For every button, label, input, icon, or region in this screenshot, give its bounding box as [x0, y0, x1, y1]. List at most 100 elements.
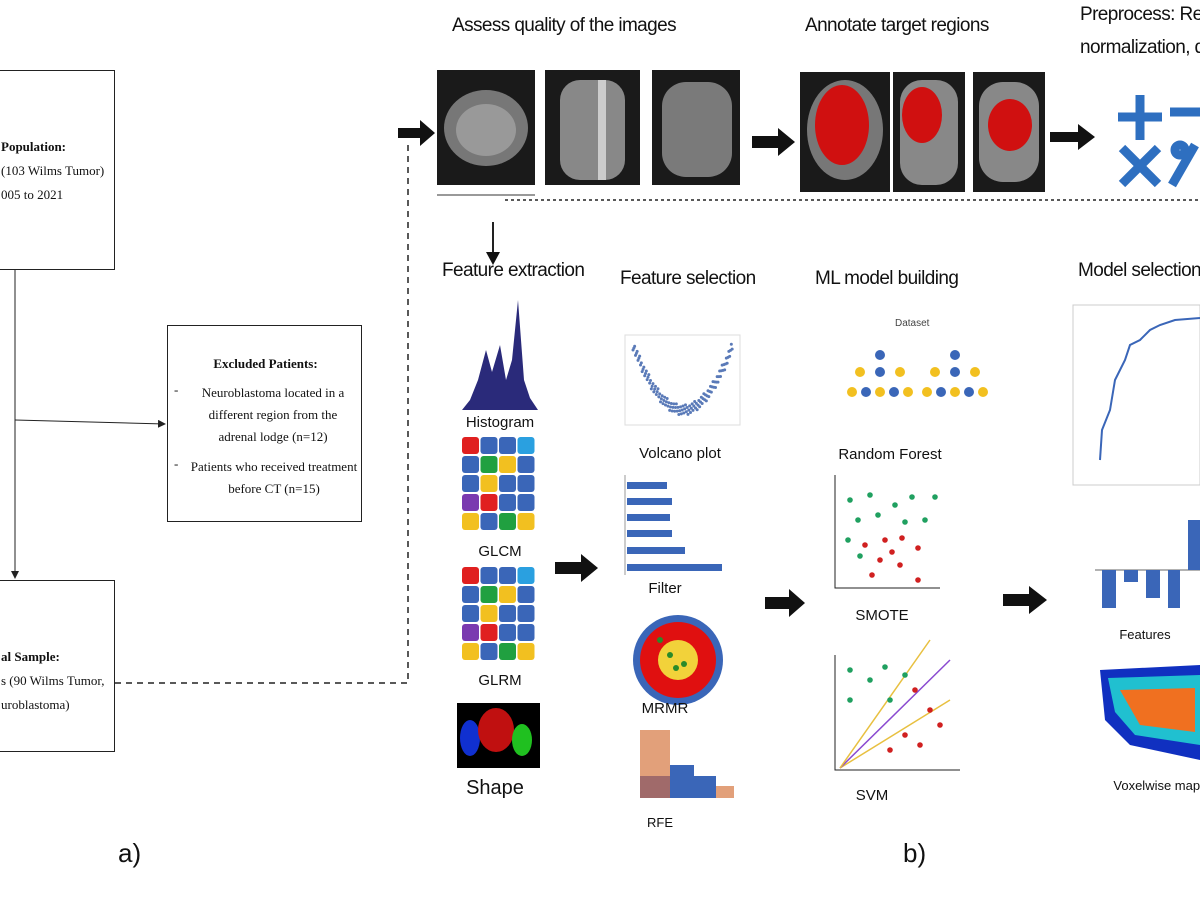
shape — [680, 408, 684, 412]
voxelwise-map-image — [1097, 660, 1200, 760]
shape — [679, 405, 682, 409]
section-title: Model selection- — [1078, 260, 1200, 281]
section-title: Feature selection — [620, 268, 756, 289]
shape — [664, 400, 668, 404]
shape — [855, 517, 861, 523]
shape — [875, 512, 881, 518]
shape — [480, 567, 498, 584]
shape — [867, 677, 873, 683]
shape — [857, 553, 863, 559]
shape — [847, 387, 857, 397]
shape — [716, 380, 720, 384]
shape — [691, 408, 695, 412]
shape — [517, 494, 535, 511]
bullet: - — [174, 456, 179, 471]
shape — [633, 344, 637, 348]
shape — [499, 475, 516, 492]
shape — [499, 586, 516, 603]
shape — [480, 475, 498, 492]
shape — [676, 405, 680, 409]
shape — [656, 387, 660, 391]
connectors — [11, 140, 1200, 684]
item-label: GLCM — [478, 543, 522, 560]
shape — [674, 402, 678, 406]
shape — [889, 549, 895, 555]
shape — [462, 475, 479, 492]
block-arrows — [398, 120, 1095, 617]
item-label: Filter — [648, 580, 682, 597]
shape — [668, 408, 672, 412]
shape — [679, 412, 683, 416]
shape — [862, 542, 868, 548]
shape — [728, 354, 732, 358]
shape — [903, 387, 913, 397]
shape — [847, 667, 853, 673]
item-label: Shape — [466, 777, 524, 799]
shape — [666, 404, 670, 408]
shape — [646, 375, 650, 379]
box-line: s (90 Wilms Tumor, — [1, 673, 105, 688]
shape — [899, 535, 905, 541]
shape — [499, 567, 516, 584]
shape — [950, 387, 960, 397]
image-text: Dataset — [895, 318, 930, 329]
histogram-image — [462, 300, 538, 410]
shape — [651, 382, 655, 386]
shape — [877, 557, 883, 563]
shape — [517, 624, 535, 641]
shape — [671, 405, 675, 409]
shape — [640, 370, 644, 374]
shape — [875, 350, 885, 360]
shape — [922, 517, 928, 523]
shape — [917, 742, 923, 748]
bullet: - — [174, 382, 179, 397]
item-label: Voxelwise maps — [1113, 778, 1200, 793]
shape — [847, 497, 853, 503]
shape — [887, 697, 893, 703]
shape — [690, 402, 694, 406]
shape — [664, 403, 667, 407]
shape — [517, 456, 535, 473]
population-box: Population: (103 Wilms Tumor) 005 to 202… — [0, 70, 115, 270]
box-title: al Sample: — [1, 649, 60, 664]
step-title: Assess quality of the images — [452, 15, 677, 36]
shape — [517, 513, 535, 530]
shape — [725, 361, 729, 365]
shape — [517, 437, 535, 454]
shape — [648, 381, 652, 385]
box-line: (103 Wilms Tumor) — [1, 163, 105, 178]
shape — [517, 605, 535, 622]
section-title: ML model building — [815, 268, 959, 289]
shape — [667, 401, 671, 405]
shape — [909, 494, 915, 500]
shape — [964, 387, 974, 397]
shape — [674, 406, 677, 410]
shape — [650, 384, 654, 388]
shape — [930, 367, 940, 377]
box-title: Excluded Patients: — [213, 356, 318, 371]
shape — [902, 519, 908, 525]
shape — [730, 347, 734, 351]
shape — [673, 409, 677, 413]
item-label: Random Forest — [838, 446, 942, 463]
shape — [480, 624, 498, 641]
shape — [649, 387, 653, 391]
shape — [670, 409, 674, 413]
shape — [672, 402, 676, 406]
shape — [847, 697, 853, 703]
shape — [639, 361, 643, 365]
shape — [682, 411, 686, 415]
item-label: SMOTE — [855, 607, 909, 624]
shape — [692, 404, 696, 408]
shape — [861, 387, 871, 397]
shape — [661, 402, 665, 406]
sample-box: al Sample: s (90 Wilms Tumor, uroblastom… — [0, 580, 115, 752]
shape — [882, 537, 888, 543]
shape — [499, 437, 516, 454]
shape — [662, 398, 666, 402]
smote-image — [834, 475, 940, 589]
shape — [654, 384, 657, 388]
shape — [462, 624, 479, 641]
shape — [654, 393, 658, 397]
volcano-plot-image — [624, 334, 741, 426]
